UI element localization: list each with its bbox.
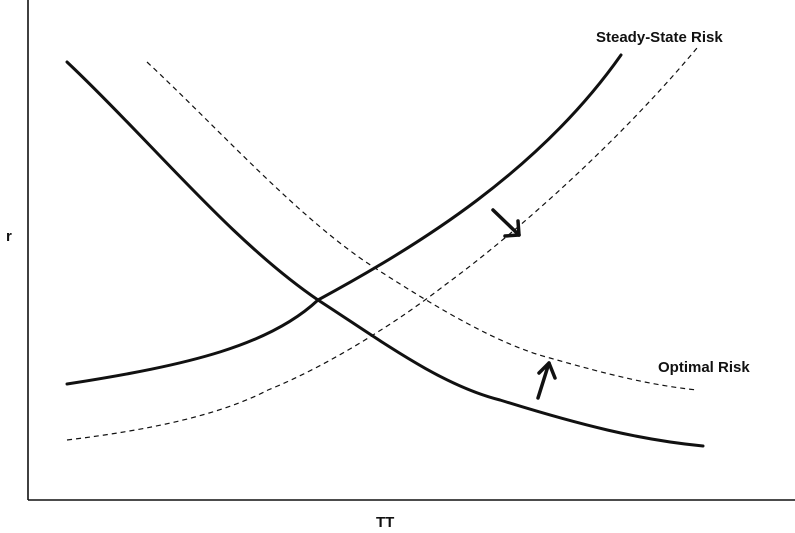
y-axis-label: r	[6, 228, 12, 245]
steady-state-risk-curve	[65, 53, 623, 386]
optimal-risk-label: Optimal Risk	[658, 359, 750, 376]
shift-arrow-steady-state	[491, 208, 521, 238]
x-axis-label: TT	[376, 514, 394, 531]
steady-state-risk-label: Steady-State Risk	[596, 29, 723, 46]
shift-arrow-optimal	[536, 361, 557, 400]
optimal-risk-shifted-curve	[146, 61, 698, 391]
steady-state-risk-shifted-curve	[66, 47, 698, 441]
optimal-risk-curve	[65, 60, 705, 448]
